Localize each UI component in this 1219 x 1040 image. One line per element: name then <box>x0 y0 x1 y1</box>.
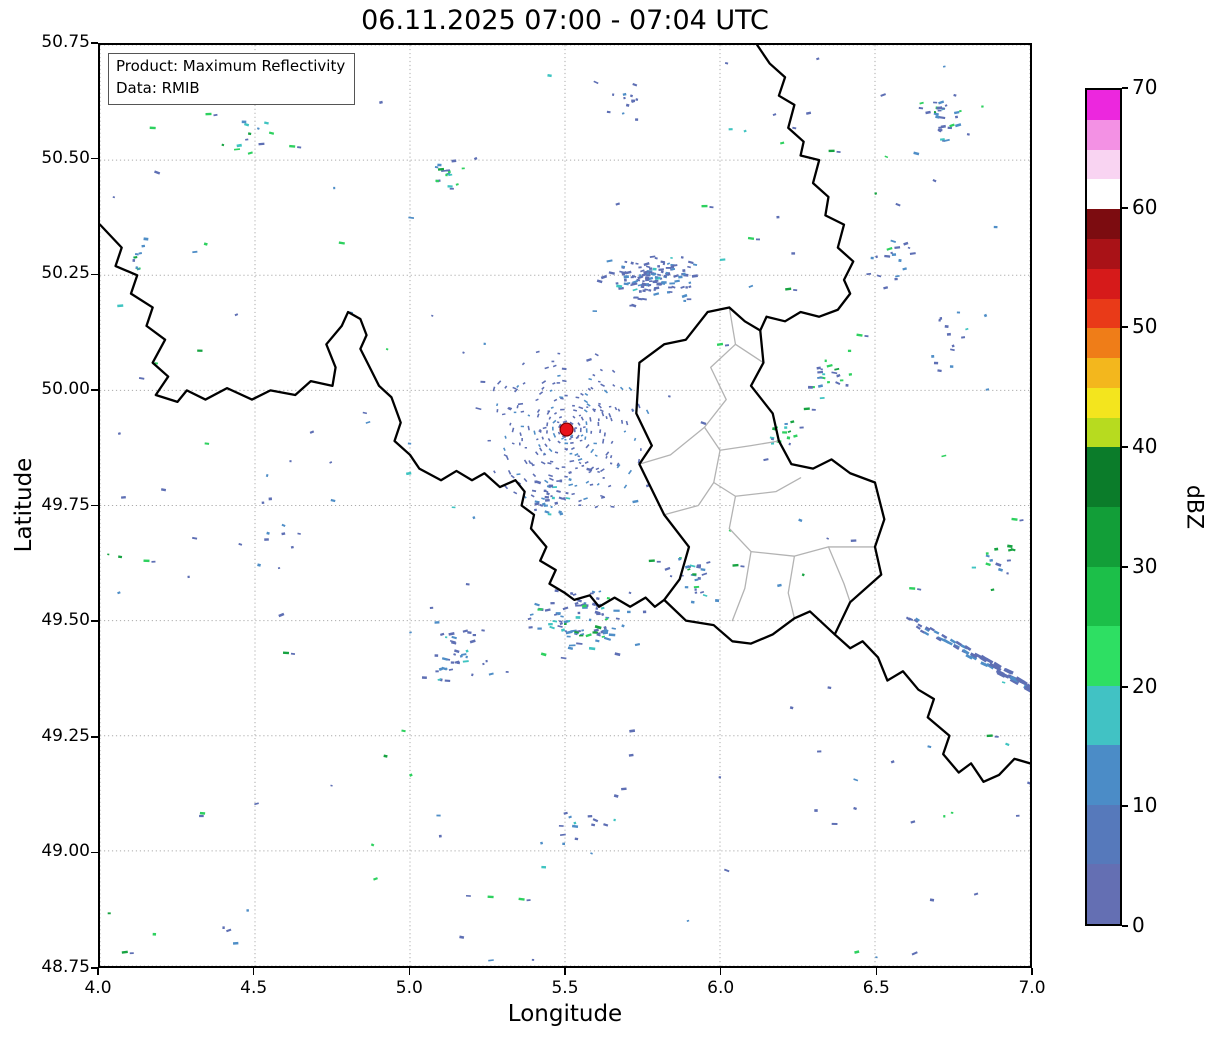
product-line: Product: Maximum Reflectivity <box>116 57 346 75</box>
colorbar-tick-mark <box>1122 925 1128 927</box>
colorbar-segment <box>1087 566 1120 627</box>
colorbar-tick-label: 10 <box>1132 793 1158 818</box>
colorbar-segment <box>1087 268 1120 299</box>
y-tick-mark <box>91 42 98 44</box>
radar-site-marker <box>559 422 574 437</box>
x-tick-mark <box>719 968 722 975</box>
colorbar-tick-label: 50 <box>1132 314 1158 339</box>
colorbar-tick-mark <box>1122 326 1128 329</box>
x-tick-mark <box>1031 968 1033 975</box>
y-tick-mark <box>91 157 98 160</box>
colorbar-tick-mark <box>1122 87 1128 89</box>
y-tick-label: 50.00 <box>41 378 90 399</box>
x-tick-mark <box>875 968 878 975</box>
y-tick-mark <box>91 967 98 969</box>
x-tick-label: 6.0 <box>707 978 735 998</box>
x-tick-label: 5.5 <box>551 978 579 998</box>
x-tick-label: 4.5 <box>240 978 268 998</box>
colorbar-segment <box>1087 804 1120 865</box>
colorbar-segment <box>1087 506 1120 567</box>
colorbar-tick-label: 60 <box>1132 194 1158 219</box>
x-tick-label: 4.0 <box>84 978 112 998</box>
colorbar-tick-label: 70 <box>1132 75 1158 99</box>
colorbar-segment <box>1087 744 1120 805</box>
colorbar-segment <box>1087 417 1120 448</box>
chart-title: 06.11.2025 07:00 - 07:04 UTC <box>361 5 769 36</box>
regional-borders <box>638 306 876 622</box>
y-tick-label: 50.75 <box>41 32 90 52</box>
y-tick-mark <box>91 620 98 622</box>
country-borders <box>100 45 1030 783</box>
colorbar-segment <box>1087 208 1120 239</box>
colorbar-tick-label: 30 <box>1132 553 1158 578</box>
x-tick-label: 6.5 <box>862 978 890 998</box>
y-tick-label: 50.50 <box>41 147 90 168</box>
colorbar-segment <box>1087 89 1120 120</box>
y-tick-mark <box>91 504 98 507</box>
colorbar-segment <box>1087 625 1120 686</box>
radar-map <box>100 45 1030 966</box>
x-tick-mark <box>252 968 255 975</box>
y-tick-label: 49.25 <box>41 725 90 746</box>
colorbar-tick-label: 40 <box>1132 434 1158 459</box>
colorbar-tick-mark <box>1122 206 1128 209</box>
colorbar-tick-label: 0 <box>1132 913 1145 937</box>
colorbar-segment <box>1087 447 1120 507</box>
colorbar-segment <box>1087 238 1120 269</box>
colorbar-tick-label: 20 <box>1132 673 1158 698</box>
x-tick-label: 7.0 <box>1018 978 1046 998</box>
x-tick-mark <box>564 968 566 975</box>
colorbar-segment <box>1087 685 1120 746</box>
y-tick-label: 50.25 <box>41 263 90 284</box>
colorbar-segment <box>1087 178 1120 210</box>
colorbar-label: dBZ <box>1181 484 1207 530</box>
colorbar-tick-mark <box>1122 565 1128 568</box>
y-tick-mark <box>91 389 98 391</box>
colorbar-segment <box>1087 149 1120 180</box>
grid-lines <box>100 45 1030 966</box>
plot-area: Product: Maximum Reflectivity Data: RMIB <box>98 43 1032 968</box>
y-tick-mark <box>91 851 98 854</box>
y-tick-label: 49.50 <box>41 610 90 631</box>
colorbar <box>1085 88 1122 926</box>
product-info-box: Product: Maximum Reflectivity Data: RMIB <box>108 53 356 105</box>
y-tick-mark <box>91 736 98 738</box>
colorbar-tick-mark <box>1122 805 1128 808</box>
colorbar-tick-mark <box>1122 446 1128 449</box>
colorbar-segment <box>1087 327 1120 359</box>
colorbar-segment <box>1087 387 1120 418</box>
colorbar-segment <box>1087 357 1120 388</box>
y-tick-label: 49.75 <box>41 494 90 515</box>
data-source-line: Data: RMIB <box>116 78 200 97</box>
y-tick-label: 48.75 <box>41 957 90 977</box>
radar-echo-layer <box>107 57 1030 962</box>
colorbar-segment <box>1087 298 1120 329</box>
x-tick-label: 5.0 <box>395 978 423 998</box>
x-tick-mark <box>97 968 99 975</box>
colorbar-tick-mark <box>1122 685 1128 688</box>
colorbar-segment <box>1087 119 1120 150</box>
y-tick-mark <box>91 273 98 275</box>
x-axis-label: Longitude <box>507 1001 623 1027</box>
y-tick-label: 49.00 <box>41 841 90 862</box>
colorbar-segment <box>1087 864 1120 924</box>
x-tick-mark <box>408 968 411 975</box>
